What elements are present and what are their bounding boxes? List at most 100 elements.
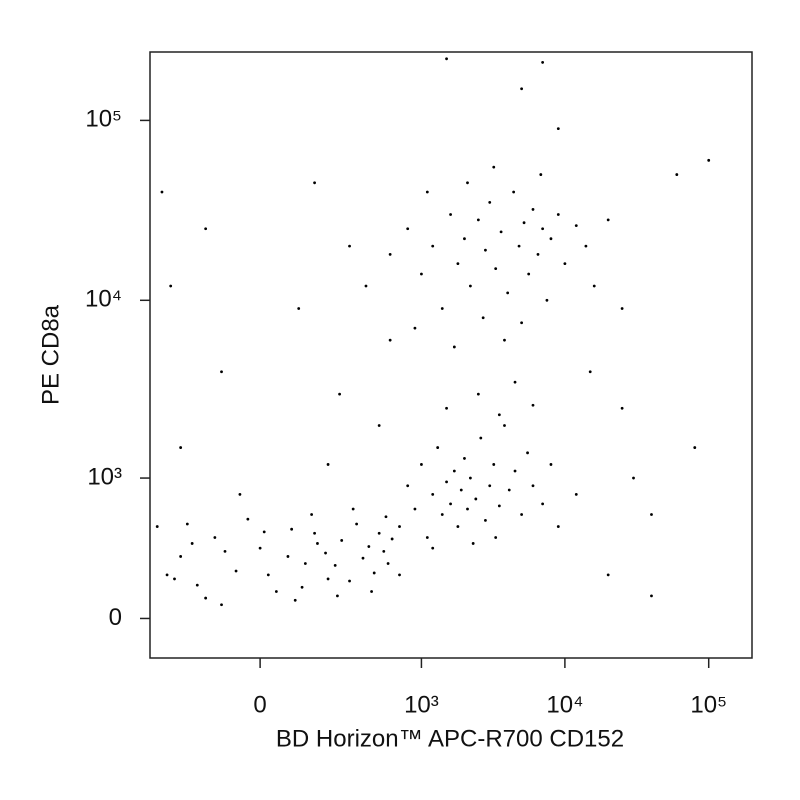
dot — [406, 484, 410, 488]
dot — [204, 227, 208, 231]
dot — [293, 598, 297, 602]
dot — [445, 406, 448, 410]
dot — [650, 594, 653, 598]
dot — [234, 569, 238, 573]
dot — [449, 502, 452, 506]
dot — [650, 513, 653, 516]
dot — [351, 507, 355, 511]
dot — [492, 165, 496, 169]
dot — [632, 476, 635, 480]
dot — [382, 549, 386, 553]
dot — [258, 546, 262, 550]
dot — [386, 562, 390, 565]
dot — [563, 262, 567, 265]
dot — [707, 158, 711, 162]
dot — [445, 57, 448, 61]
dot — [541, 61, 545, 64]
dot — [531, 208, 535, 211]
dot — [220, 370, 223, 374]
dot — [286, 555, 290, 558]
dot — [384, 515, 388, 519]
y-tick-label: 0 — [109, 604, 122, 631]
plot-frame — [149, 51, 753, 659]
y-tick-label: 10⁴ — [85, 286, 122, 313]
dot — [406, 227, 410, 231]
x-tick-label: 0 — [253, 691, 266, 718]
dot — [290, 527, 294, 531]
dot — [494, 267, 498, 271]
dot — [348, 579, 351, 583]
dot — [492, 463, 496, 466]
dot — [355, 522, 358, 526]
dot — [195, 583, 199, 587]
y-tick-label: 10⁵ — [85, 106, 122, 133]
dot — [675, 173, 679, 176]
dot — [549, 463, 553, 466]
dot — [468, 476, 472, 480]
x-tick-label: 10³ — [404, 691, 439, 718]
dot — [185, 522, 189, 526]
dot — [484, 518, 487, 522]
dot — [503, 338, 506, 342]
dot — [574, 492, 578, 496]
dot — [588, 370, 592, 374]
dot — [459, 488, 463, 492]
dot — [556, 213, 560, 216]
dot — [238, 492, 242, 496]
dot — [541, 227, 545, 231]
dot — [300, 585, 304, 589]
dot — [155, 525, 159, 528]
dot — [377, 424, 381, 427]
dot — [556, 127, 560, 131]
dot — [452, 345, 456, 349]
dot — [213, 536, 217, 539]
dot — [364, 284, 368, 288]
dot — [179, 446, 183, 449]
dot — [190, 542, 194, 545]
dot — [499, 230, 503, 234]
dot — [160, 190, 164, 194]
dot — [592, 284, 596, 288]
dot — [377, 531, 381, 535]
dot — [466, 507, 469, 511]
dot — [398, 525, 401, 528]
dot — [456, 262, 460, 265]
dot — [474, 497, 478, 501]
dot — [336, 594, 339, 598]
dot — [316, 542, 319, 545]
dot — [390, 537, 394, 541]
dot — [520, 87, 524, 91]
dot — [556, 525, 560, 528]
dot — [313, 531, 316, 535]
dot — [173, 577, 176, 581]
dot — [693, 446, 697, 449]
dot — [370, 590, 373, 593]
dot — [463, 457, 466, 460]
dot — [420, 272, 423, 276]
dot — [497, 413, 501, 417]
dot — [179, 555, 183, 558]
dot — [484, 248, 487, 252]
dot — [425, 536, 429, 539]
dot — [520, 513, 524, 516]
dot — [348, 244, 351, 248]
dot — [549, 237, 553, 241]
dot — [324, 551, 327, 555]
dot — [497, 504, 501, 508]
dot — [372, 571, 376, 575]
dot — [367, 545, 371, 548]
dot — [522, 221, 526, 225]
dot — [494, 536, 498, 539]
dot — [536, 252, 540, 256]
dot — [463, 237, 466, 241]
dot — [506, 291, 510, 295]
x-tick-label: 10⁴ — [546, 691, 583, 718]
dot — [310, 513, 314, 516]
dot — [169, 284, 173, 288]
dot — [340, 539, 344, 542]
dot — [526, 451, 529, 455]
dot — [388, 338, 392, 342]
dot — [606, 573, 610, 577]
dot — [503, 424, 506, 427]
